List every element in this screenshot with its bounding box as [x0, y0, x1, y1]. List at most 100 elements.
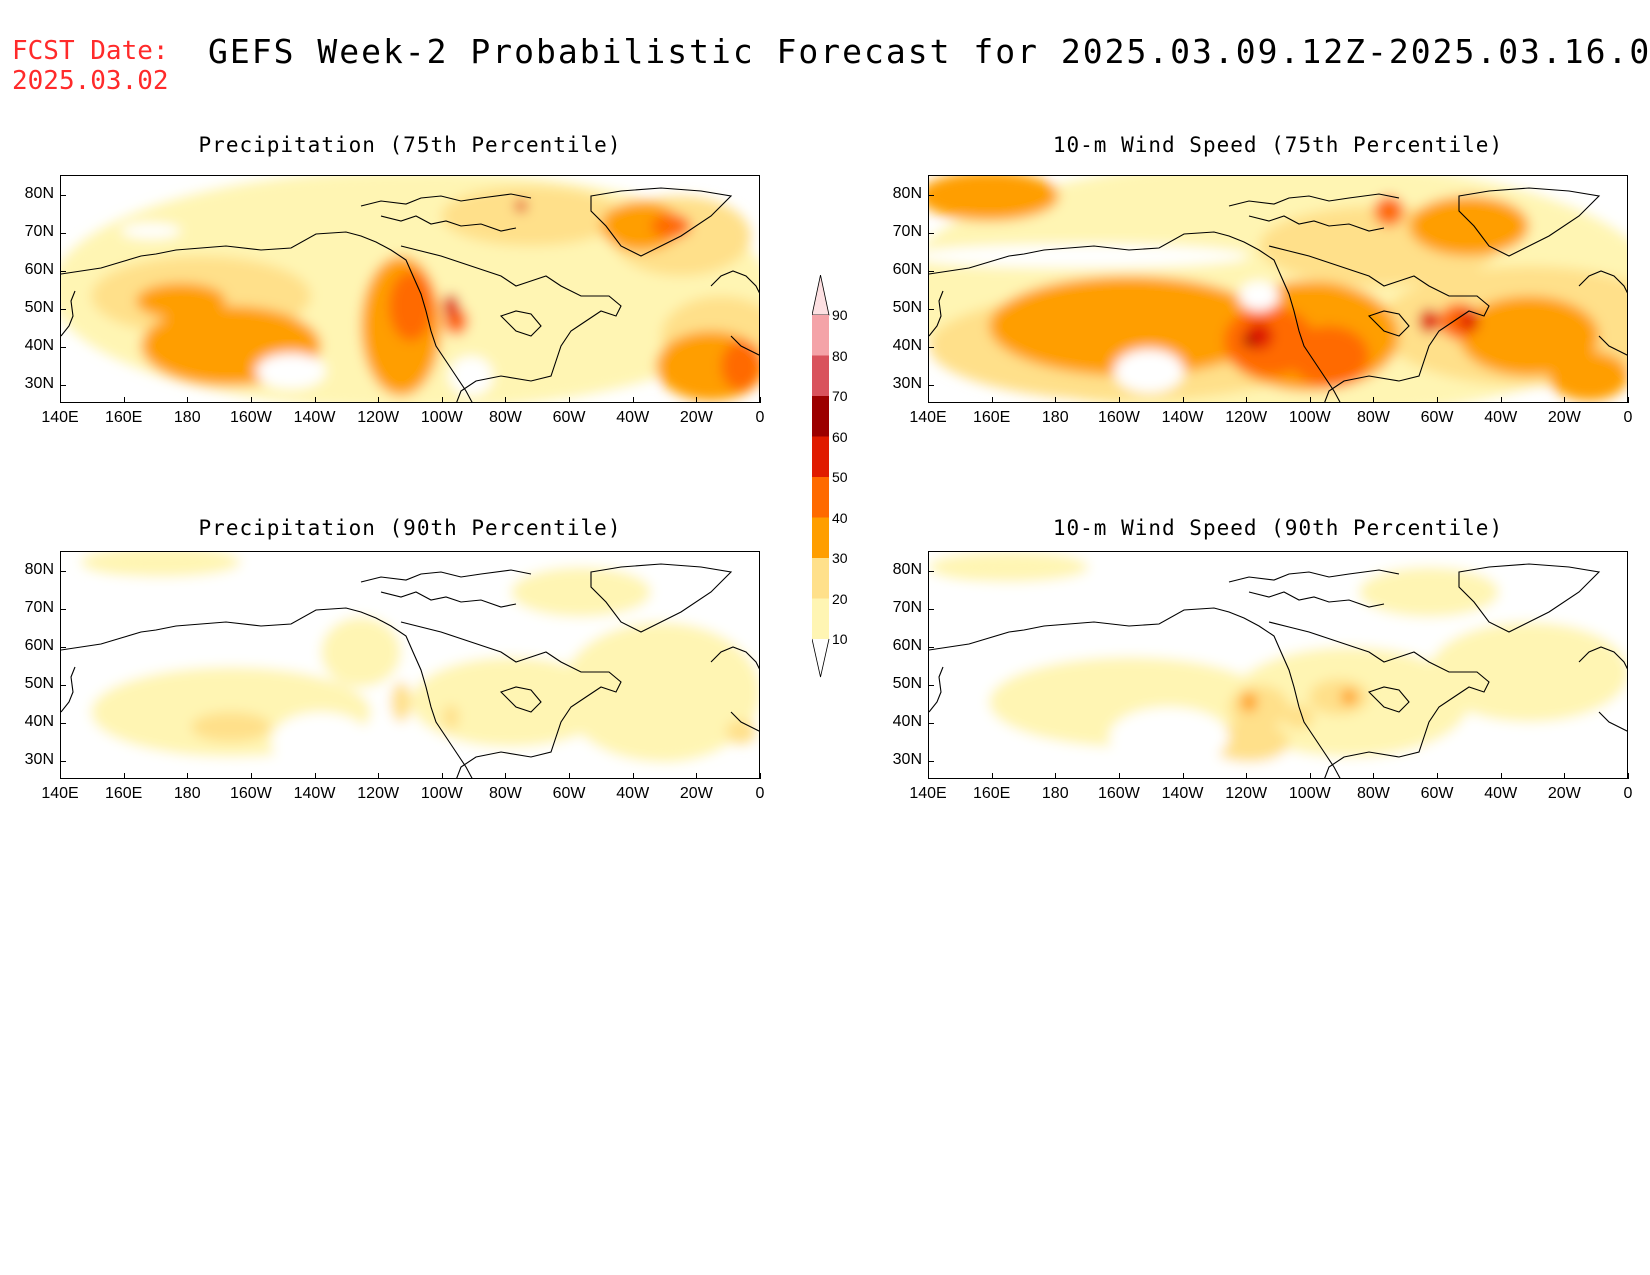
- longitude-tick: [314, 397, 316, 403]
- longitude-tick: [123, 773, 125, 779]
- coastline-path: [380, 591, 517, 608]
- probability-area: [929, 552, 1089, 582]
- latitude-tick: [928, 233, 934, 234]
- colorbar-level-label: 20: [832, 590, 848, 607]
- probability-area: [321, 617, 401, 687]
- colorbar-swatch: [812, 436, 829, 477]
- longitude-label: 180: [173, 409, 201, 426]
- longitude-tick: [928, 773, 929, 779]
- coastlines: [929, 563, 1627, 778]
- map-field-svg: [61, 176, 759, 402]
- coastline-path: [61, 666, 76, 713]
- coastline-path: [929, 290, 944, 337]
- longitude-label: 120W: [357, 409, 400, 426]
- coastline-path: [590, 187, 733, 257]
- longitude-tick: [1373, 773, 1375, 779]
- coastline-path: [499, 310, 542, 337]
- longitude-label: 40W: [1484, 409, 1518, 426]
- longitude-label: 140W: [1161, 785, 1204, 802]
- longitude-tick: [378, 397, 380, 403]
- coastline-path: [1268, 245, 1490, 402]
- longitude-label: 120W: [1225, 785, 1268, 802]
- coastline-path: [400, 621, 622, 778]
- probability-area: [256, 353, 326, 389]
- latitude-label: 50N: [24, 299, 54, 316]
- longitude-label: 180: [1041, 785, 1069, 802]
- longitude-label: 160W: [1098, 409, 1140, 426]
- latitude-label: 50N: [892, 675, 922, 692]
- latitude-tick: [60, 233, 66, 234]
- map-field-svg: [929, 176, 1627, 402]
- probability-area: [721, 341, 759, 391]
- latitude-label: 30N: [892, 375, 922, 392]
- longitude-tick: [1373, 397, 1375, 403]
- coastlines: [61, 563, 759, 778]
- page-title: GEFS Week-2 Probabilistic Forecast for 2…: [208, 32, 1650, 71]
- longitude-label: 80W: [1357, 785, 1390, 802]
- probability-area: [601, 201, 681, 251]
- longitude-tick: [1118, 397, 1120, 403]
- latitude-tick: [928, 685, 934, 686]
- colorbar-swatch: [812, 558, 829, 599]
- longitude-label: 100W: [1288, 785, 1331, 802]
- colorbar-level-label: 70: [832, 388, 848, 404]
- probability-area: [515, 200, 527, 212]
- latitude-tick: [928, 195, 934, 196]
- colorbar-swatch: [812, 477, 829, 518]
- coastline-path: [1458, 563, 1601, 633]
- coastline-path: [360, 569, 532, 583]
- longitude-tick: [1182, 397, 1184, 403]
- probability-area: [1359, 567, 1499, 617]
- panel-title: Precipitation (75th Percentile): [198, 133, 622, 157]
- probability-area: [1229, 685, 1289, 729]
- probability-area: [1114, 349, 1184, 393]
- longitude-tick: [1500, 397, 1502, 403]
- probability-area: [1239, 281, 1279, 311]
- latitude-tick: [928, 761, 934, 762]
- longitude-label: 160W: [230, 409, 272, 426]
- colorbar-level-label: 90: [832, 307, 848, 323]
- longitude-tick: [632, 397, 634, 403]
- probability-area: [929, 176, 1059, 221]
- longitude-tick: [505, 773, 507, 779]
- coastline-path: [1458, 187, 1601, 257]
- longitude-tick: [378, 773, 380, 779]
- latitude-label: 30N: [24, 375, 54, 392]
- probability-area: [271, 712, 371, 772]
- coastline-path: [61, 607, 473, 778]
- longitude-label: 140W: [1161, 409, 1204, 426]
- longitude-label: 80W: [489, 409, 522, 426]
- latitude-tick: [60, 761, 66, 762]
- longitude-tick: [1246, 397, 1248, 403]
- longitude-tick: [187, 397, 189, 403]
- longitude-label: 160E: [972, 409, 1011, 426]
- forecast-date-label: FCST Date:: [12, 36, 169, 66]
- probability-area: [1241, 692, 1257, 712]
- longitude-label: 0: [755, 785, 765, 802]
- coastline-path: [1367, 310, 1410, 337]
- longitude-label: 40W: [616, 409, 650, 426]
- longitude-tick: [1628, 397, 1629, 403]
- longitude-tick: [1437, 773, 1439, 779]
- probability-area: [1209, 722, 1289, 762]
- latitude-label: 40N: [24, 713, 54, 730]
- coastline-path: [929, 666, 944, 713]
- longitude-tick: [569, 773, 571, 779]
- latitude-label: 80N: [24, 561, 54, 578]
- latitude-tick: [928, 271, 934, 272]
- longitude-tick: [60, 773, 61, 779]
- coastline-path: [61, 231, 473, 402]
- latitude-label: 40N: [892, 337, 922, 354]
- coastline-path: [710, 270, 759, 356]
- longitude-tick: [760, 397, 761, 403]
- longitude-tick: [123, 397, 125, 403]
- latitude-label: 60N: [892, 261, 922, 278]
- coastline-path: [1578, 270, 1627, 356]
- latitude-label: 80N: [24, 185, 54, 202]
- probability-area: [449, 356, 493, 396]
- longitude-label: 0: [1623, 409, 1633, 426]
- longitude-tick: [1055, 773, 1057, 779]
- longitude-label: 60W: [552, 785, 586, 802]
- probability-area: [1459, 311, 1479, 331]
- longitude-tick: [1564, 397, 1566, 403]
